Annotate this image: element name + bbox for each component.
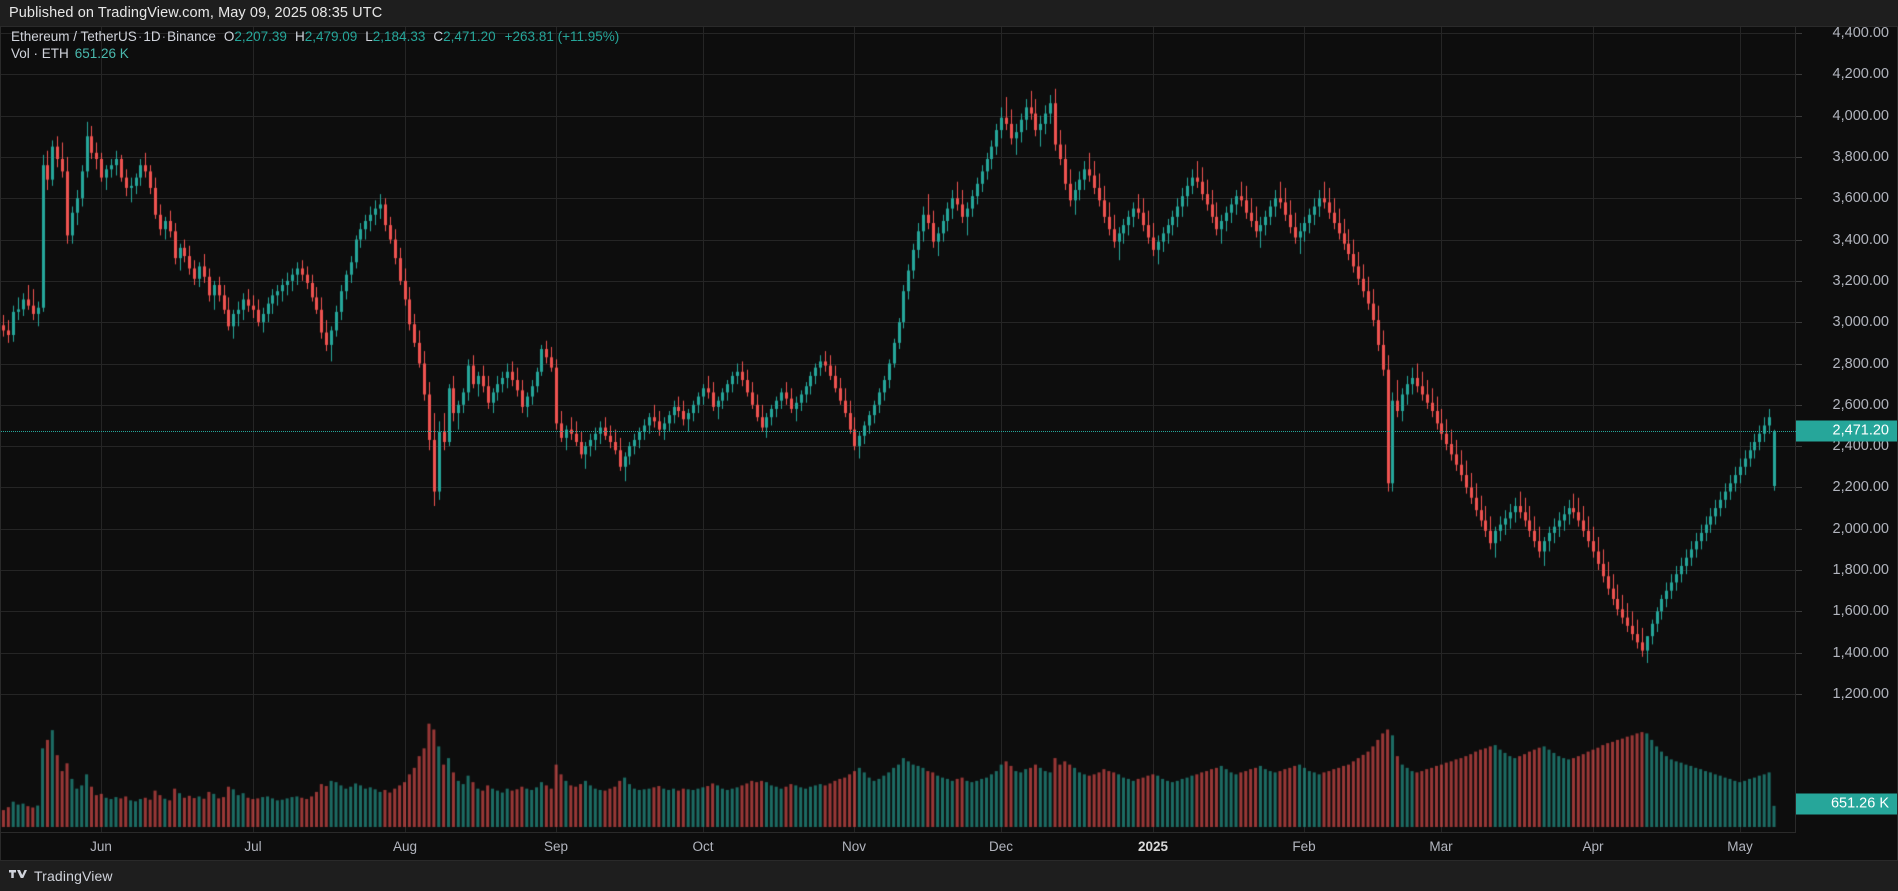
time-tick-label: Nov [841,839,867,854]
price-tick-dash [1796,156,1802,158]
price-tick-label: 4,200.00 [1832,66,1889,83]
price-tick-label: 1,400.00 [1832,644,1889,661]
price-tick-dash [1796,363,1802,365]
published-header-bar: Published on TradingView.com, May 09, 20… [0,0,1898,26]
price-tick-label: 3,600.00 [1832,190,1889,207]
price-tick-dash [1796,652,1802,654]
price-tick-dash [1796,611,1802,613]
time-tick-label: Jun [90,839,112,854]
price-tick-label: 3,400.00 [1832,231,1889,248]
last-price-line [1,431,1796,433]
time-tick-label: Dec [988,839,1014,854]
time-tick-label: Jul [244,839,262,854]
price-tick-dash [1796,33,1802,34]
chart-frame: Ethereum / TetherUS · 1D · Binance O2,20… [0,26,1898,861]
price-tick-label: 3,200.00 [1832,272,1889,289]
price-tick-dash [1796,446,1802,448]
last-volume-badge: 651.26 K [1796,793,1897,815]
published-timestamp-text: Published on TradingView.com, May 09, 20… [9,5,383,21]
price-tick-dash [1796,570,1802,572]
price-tick-dash [1796,239,1802,241]
price-tick-label: 2,400.00 [1832,438,1889,455]
time-tick-label: Apr [1582,839,1604,854]
price-tick-label: 1,600.00 [1832,603,1889,620]
time-tick-label: 2025 [1137,839,1169,854]
time-tick-label: Aug [392,839,418,854]
price-tick-label: 3,800.00 [1832,148,1889,165]
price-tick-label: 1,800.00 [1832,562,1889,579]
price-axis[interactable]: 4,400.00 4,200.00 4,000.00 3,800.00 3,600.00… [1795,27,1897,833]
time-tick-label: Sep [543,839,569,854]
time-tick-label: Oct [692,839,714,854]
price-tick-label: 1,200.00 [1832,686,1889,702]
time-tick-label: May [1727,839,1753,854]
price-tick-dash [1796,74,1802,76]
price-tick-label: 4,400.00 [1832,26,1889,41]
price-tick-dash [1796,404,1802,406]
price-tick-dash [1796,198,1802,200]
candlestick-series-canvas [1,27,1796,833]
chart-plot-area[interactable] [1,27,1796,833]
price-tick-label: 3,000.00 [1832,314,1889,331]
price-tick-label: 2,000.00 [1832,520,1889,537]
last-price-badge: 2,471.20 [1796,420,1897,442]
price-tick-dash [1796,694,1802,695]
tradingview-logo-icon [9,870,27,878]
time-tick-label: Feb [1292,839,1316,854]
price-tick-dash [1796,528,1802,530]
tradingview-brand-text: TradingView [34,868,113,884]
price-tick-dash [1796,322,1802,324]
price-tick-label: 2,600.00 [1832,396,1889,413]
price-tick-label: 4,000.00 [1832,107,1889,124]
time-axis[interactable]: Jun Jul Aug Sep Oct Nov Dec 2025 Feb Mar Apr May [1,832,1796,860]
price-tick-label: 2,800.00 [1832,355,1889,372]
price-tick-dash [1796,280,1802,282]
price-tick-dash [1796,487,1802,489]
footer-bar: TradingView [0,861,1898,891]
time-tick-label: Mar [1429,839,1453,854]
price-tick-label: 2,200.00 [1832,479,1889,496]
price-tick-dash [1796,115,1802,117]
